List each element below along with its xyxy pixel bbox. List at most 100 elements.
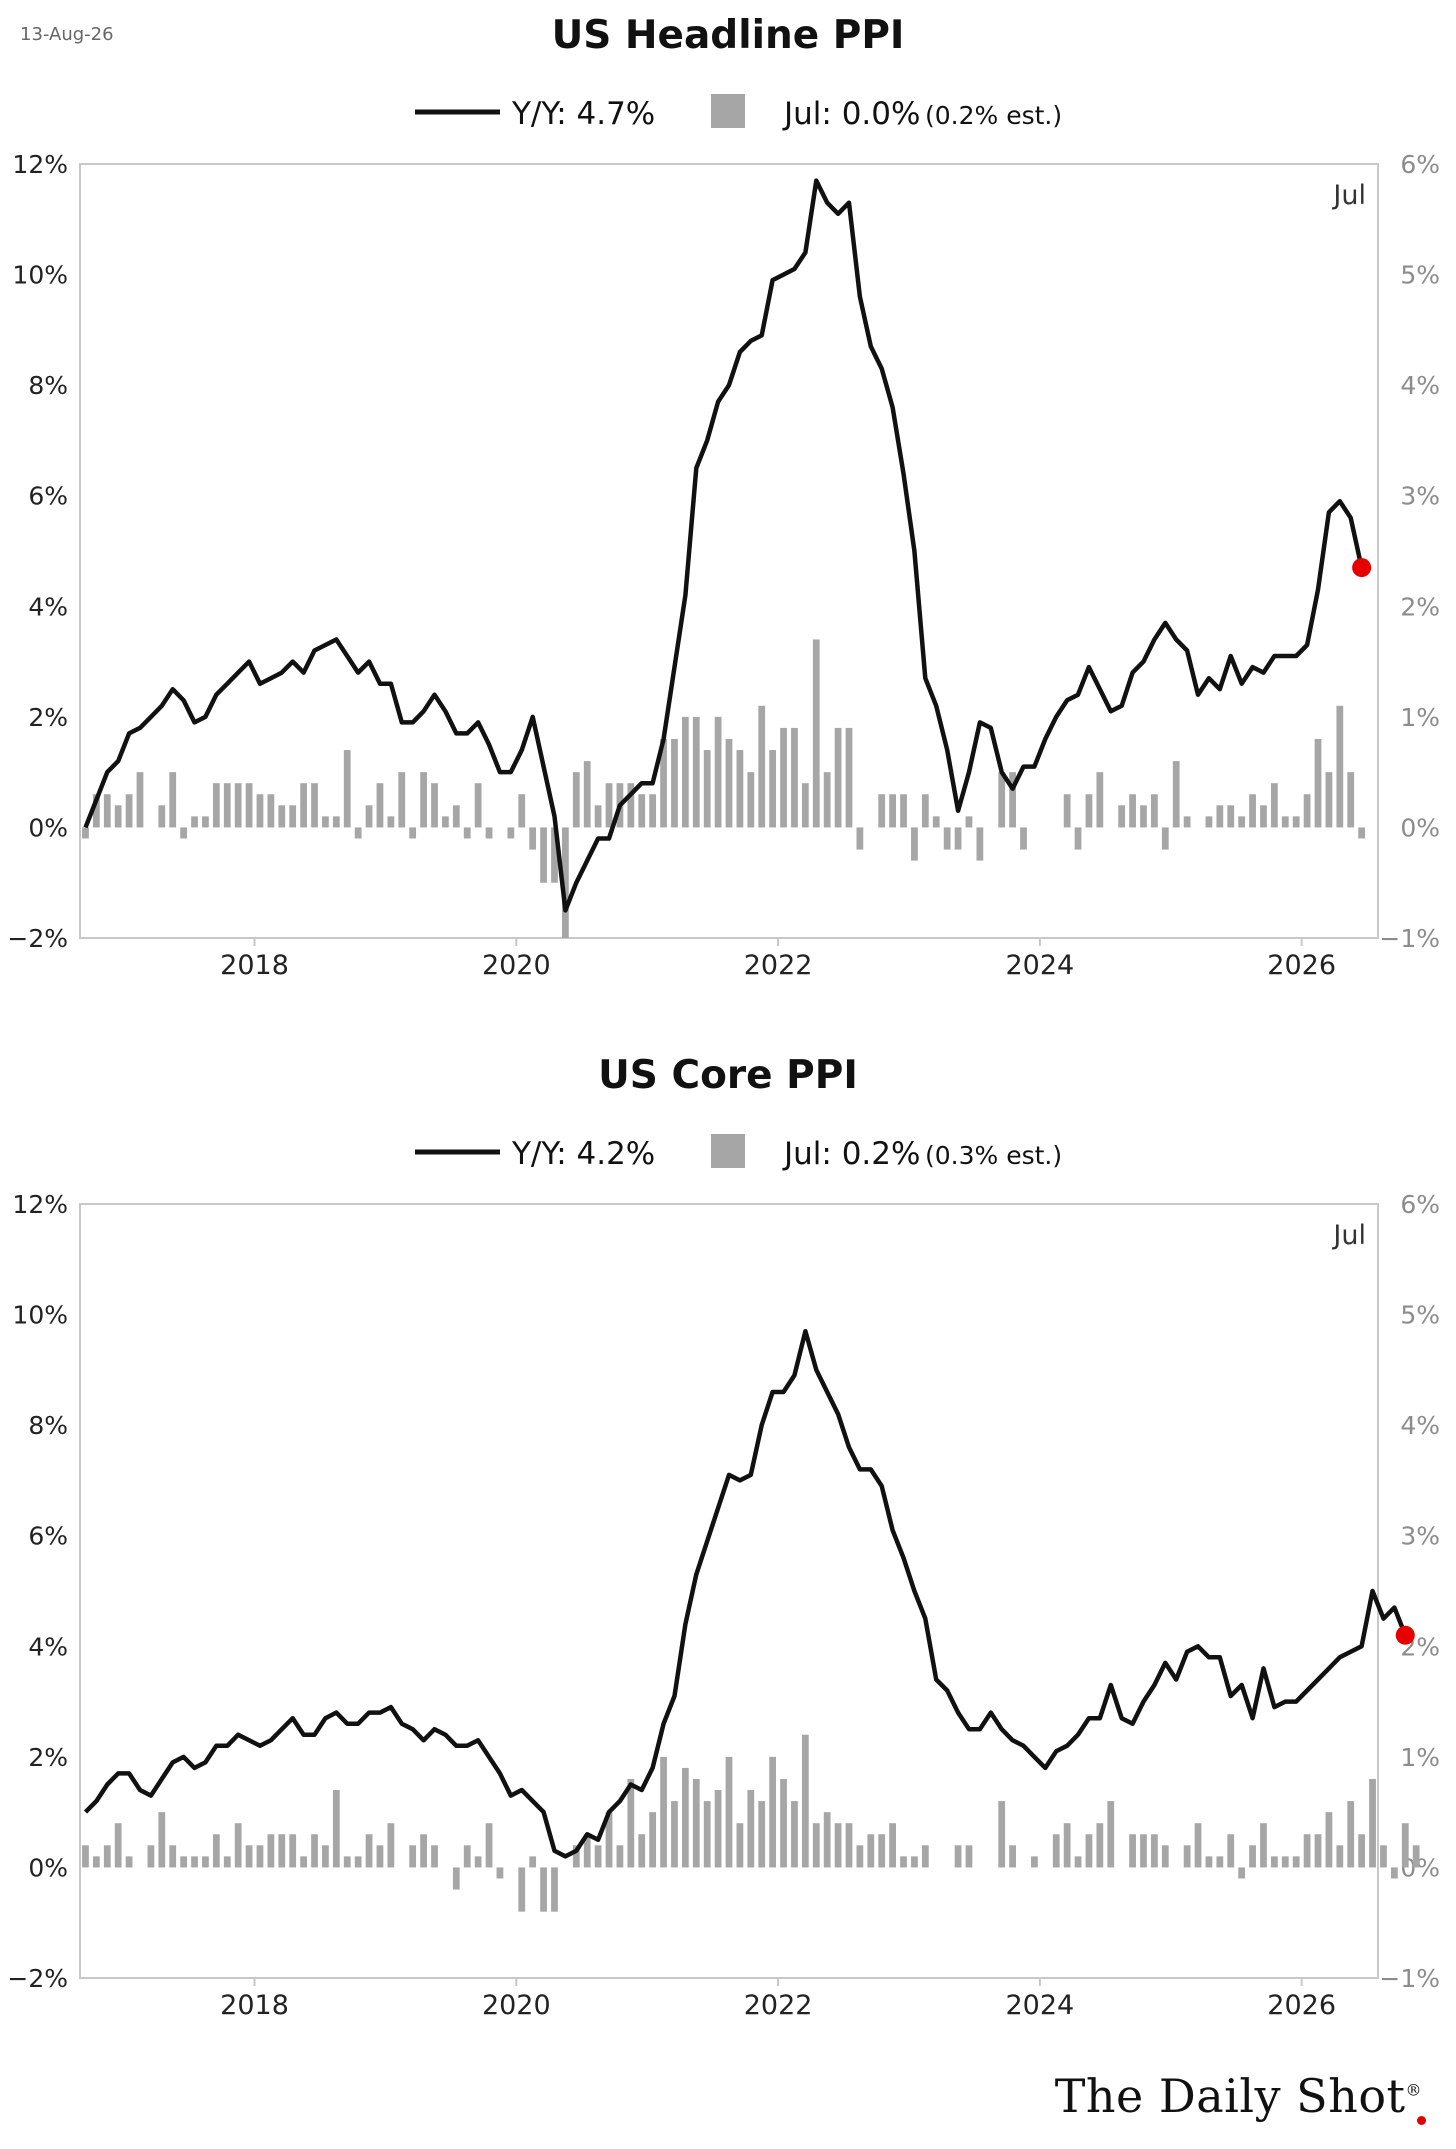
- left-axis-tick-label: 10%: [12, 261, 68, 290]
- left-axis-tick-label: −2%: [7, 1964, 68, 1993]
- bar: [1031, 1856, 1038, 1868]
- bar: [660, 738, 667, 828]
- bar: [758, 705, 766, 828]
- bar: [889, 794, 896, 828]
- right-axis-tick-label: 1%: [1400, 1743, 1440, 1772]
- left-axis-tick-label: 2%: [28, 1743, 68, 1772]
- bar: [452, 1867, 460, 1890]
- x-axis-tick-label: 2024: [1006, 1990, 1075, 2021]
- bar: [725, 738, 733, 828]
- x-axis-tick-label: 2020: [482, 1990, 551, 2021]
- bar: [671, 1801, 678, 1868]
- left-axis-tick-label: 2%: [28, 703, 68, 732]
- bar: [169, 772, 177, 828]
- bar: [671, 738, 678, 828]
- bar: [834, 727, 842, 828]
- bar: [1151, 1834, 1158, 1868]
- bar: [900, 794, 907, 828]
- bar: [954, 1845, 962, 1868]
- right-axis-tick-label: 3%: [1400, 1522, 1440, 1551]
- bar: [322, 1845, 329, 1868]
- headline-ppi-chart: US Headline PPI Y/Y: 4.7% Jul: 0.0% (0.2% e…: [7, 13, 1440, 981]
- bar: [1238, 1867, 1246, 1879]
- x-axis-tick-label: 2022: [744, 950, 813, 981]
- bar: [1205, 1856, 1213, 1868]
- bar: [82, 1845, 89, 1868]
- bar: [911, 1856, 918, 1868]
- bar: [714, 716, 722, 828]
- bar: [943, 827, 951, 850]
- bar: [627, 1778, 635, 1868]
- bar: [202, 816, 209, 828]
- bar: [103, 1845, 111, 1868]
- bar: [1270, 783, 1278, 828]
- bar: [191, 816, 198, 828]
- bar: [747, 772, 755, 828]
- bar: [594, 1845, 602, 1868]
- left-axis-tick-label: 12%: [12, 1190, 68, 1219]
- bar: [300, 1856, 307, 1868]
- bar: [114, 805, 122, 828]
- bar: [1074, 1856, 1082, 1868]
- bar: [845, 1823, 853, 1868]
- bar: [1227, 1834, 1235, 1868]
- brand-logo: The Daily Shot®: [1055, 2069, 1422, 2123]
- right-axis-tick-label: 6%: [1400, 150, 1440, 179]
- left-axis-tick-label: 8%: [28, 1411, 68, 1440]
- left-axis-tick-label: 10%: [12, 1301, 68, 1330]
- bar: [125, 794, 133, 828]
- bar: [551, 1867, 558, 1912]
- bar: [921, 794, 929, 828]
- bar: [791, 1801, 798, 1868]
- bar: [180, 1856, 188, 1868]
- bar-series: [82, 639, 1376, 938]
- bar: [311, 1834, 318, 1868]
- bar: [463, 827, 471, 839]
- bar: [921, 1845, 929, 1868]
- bar: [1074, 827, 1082, 850]
- legend-line-label: Y/Y: 4.2%: [511, 1136, 655, 1172]
- bar: [1358, 1834, 1366, 1868]
- chart-title: US Core PPI: [598, 1053, 858, 1098]
- right-axis-tick-label: 4%: [1400, 371, 1440, 400]
- right-axis-tick-label: −1%: [1379, 924, 1440, 953]
- bar: [1249, 1845, 1256, 1868]
- bar: [780, 1778, 787, 1868]
- bar: [551, 827, 558, 883]
- x-axis-tick-label: 2020: [482, 950, 551, 981]
- right-axis-tick-label: 2%: [1400, 592, 1440, 621]
- bar: [365, 1834, 373, 1868]
- bar: [256, 1845, 264, 1868]
- legend-line-label: Y/Y: 4.7%: [511, 96, 655, 132]
- bar: [769, 750, 777, 828]
- bar: [245, 1845, 253, 1868]
- x-axis-tick-label: 2022: [744, 1990, 813, 2021]
- right-axis-tick-label: 0%: [1400, 813, 1440, 842]
- bar: [343, 1856, 351, 1868]
- bar: [562, 827, 569, 938]
- chart-title: US Headline PPI: [552, 13, 905, 58]
- core-ppi-chart: US Core PPI Y/Y: 4.2% Jul: 0.2% (0.3% est.)…: [7, 1053, 1440, 2021]
- bar: [1292, 1856, 1300, 1868]
- bar: [681, 716, 689, 828]
- bar: [714, 1790, 722, 1868]
- bar: [114, 1823, 122, 1868]
- bar: [1314, 738, 1322, 828]
- bar: [736, 750, 744, 828]
- bar: [431, 1845, 438, 1868]
- bar: [387, 816, 395, 828]
- bar: [692, 716, 700, 828]
- bar: [1183, 816, 1191, 828]
- bar: [1063, 794, 1071, 828]
- bar: [1129, 794, 1136, 828]
- bar: [1194, 1823, 1202, 1868]
- bar: [681, 1767, 689, 1868]
- bar: [343, 750, 351, 828]
- legend-bar-label: Jul: 0.0%: [782, 96, 920, 132]
- bar: [474, 1856, 482, 1868]
- bar: [1303, 794, 1311, 828]
- bar: [278, 1834, 286, 1868]
- x-axis-tick-label: 2026: [1267, 1990, 1336, 2021]
- bar: [889, 1823, 896, 1868]
- bar: [703, 1801, 711, 1868]
